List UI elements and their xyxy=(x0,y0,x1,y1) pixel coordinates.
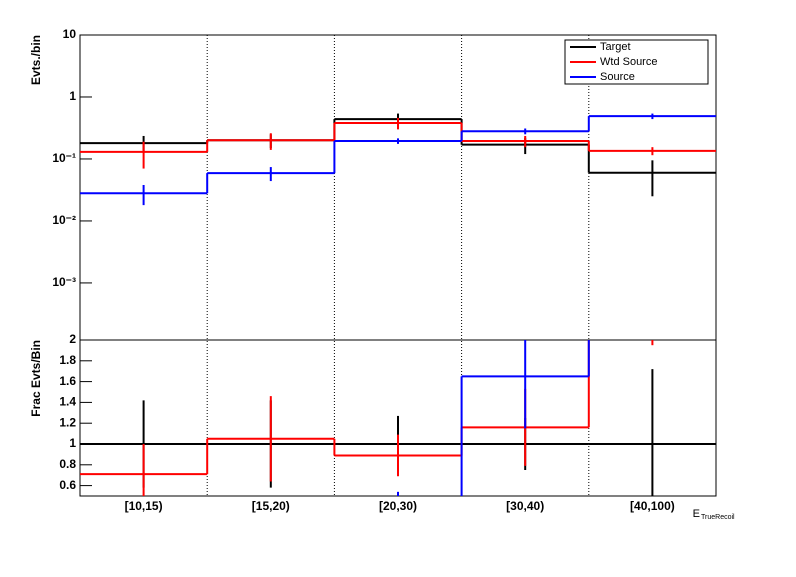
y-tick-label: 1 xyxy=(69,89,76,103)
legend-label: Target xyxy=(600,41,631,53)
x-axis-title-sub: TrueRecoil xyxy=(701,514,735,521)
y-tick-label: 10 xyxy=(63,27,77,41)
y-tick-label: 1.4 xyxy=(59,395,76,409)
y-tick-label: 10⁻¹ xyxy=(52,151,76,165)
x-tick-label: [10,15) xyxy=(125,499,163,513)
x-axis-title: E xyxy=(693,508,700,520)
y-tick-label: 1.2 xyxy=(59,415,76,429)
plot-area xyxy=(80,113,716,206)
y-axis-title: Frac Evts/Bin xyxy=(29,340,43,417)
y-tick-label: 1 xyxy=(69,436,76,450)
y-tick-label: 2 xyxy=(69,332,76,346)
legend-label: Wtd Source xyxy=(600,56,657,68)
plot-area xyxy=(80,340,716,496)
y-tick-label: 10⁻³ xyxy=(52,275,76,289)
legend-label: Source xyxy=(600,71,635,83)
y-axis-title: Evts./bin xyxy=(29,35,43,85)
x-tick-label: [20,30) xyxy=(379,499,417,513)
y-tick-label: 0.6 xyxy=(59,478,76,492)
y-tick-label: 0.8 xyxy=(59,457,76,471)
y-tick-label: 10⁻² xyxy=(52,213,76,227)
y-tick-label: 1.8 xyxy=(59,353,76,367)
x-tick-label: [40,100) xyxy=(630,499,675,513)
x-tick-label: [30,40) xyxy=(506,499,544,513)
y-tick-label: 1.6 xyxy=(59,374,76,388)
x-tick-label: [15,20) xyxy=(252,499,290,513)
